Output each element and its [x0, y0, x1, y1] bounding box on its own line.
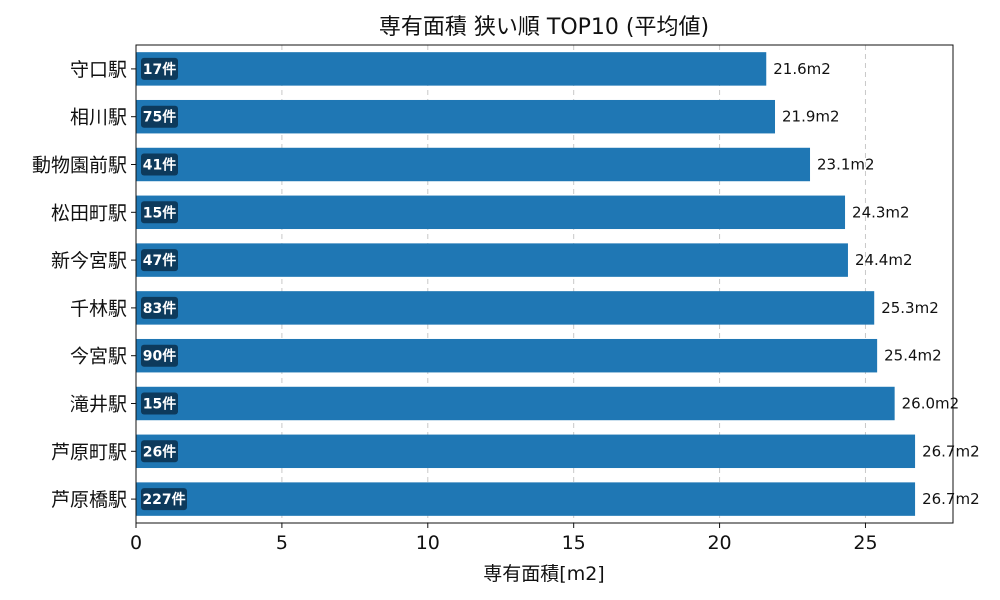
count-label: 75件	[143, 109, 176, 126]
count-label: 227件	[142, 491, 185, 508]
value-label: 25.4m2	[884, 347, 942, 365]
value-label: 24.4m2	[855, 251, 913, 269]
y-tick-label: 芦原町駅	[51, 441, 127, 463]
x-axis-label: 専有面積[m2]	[483, 563, 604, 585]
x-axis-ticks: 0 5 10 15 20 25	[130, 523, 878, 554]
x-tick-label: 10	[416, 532, 440, 554]
value-label: 26.7m2	[922, 442, 980, 460]
bar	[136, 195, 846, 230]
y-tick-label: 動物園前駅	[32, 155, 127, 177]
value-label: 24.3m2	[852, 203, 910, 221]
y-tick-label: 千林駅	[70, 298, 127, 320]
count-label: 83件	[143, 300, 176, 317]
count-label: 15件	[143, 396, 176, 413]
bars: 17件 21.6m2 75件 21.9m2 41件 23.1m2 15件 24.3m2 47件 2…	[136, 52, 980, 516]
count-badge	[141, 249, 178, 272]
count-badge	[141, 488, 187, 511]
count-label: 47件	[143, 252, 176, 269]
bar	[136, 147, 811, 182]
y-tick-label: 松田町駅	[51, 202, 127, 224]
count-label: 17件	[143, 61, 176, 78]
count-badge	[141, 296, 178, 319]
count-label: 41件	[143, 157, 176, 174]
plot-frame	[135, 44, 954, 524]
value-label: 21.9m2	[782, 108, 840, 126]
bar	[136, 338, 878, 373]
bar	[136, 243, 848, 277]
y-tick-label: 守口駅	[70, 59, 127, 81]
count-badge	[141, 105, 178, 128]
count-label: 90件	[143, 348, 176, 365]
count-badge	[141, 440, 178, 463]
count-label: 26件	[143, 443, 176, 460]
count-label: 15件	[143, 204, 176, 221]
value-label: 21.6m2	[773, 60, 831, 78]
count-badge	[141, 201, 178, 224]
x-tick-label: 0	[130, 532, 142, 554]
count-badge	[141, 344, 178, 367]
chart-title: 専有面積 狭い順 TOP10 (平均値)	[379, 15, 709, 40]
x-tick-label: 20	[707, 532, 731, 554]
count-badge	[141, 153, 178, 176]
x-tick-label: 25	[853, 532, 877, 554]
bar	[136, 434, 916, 469]
bar	[136, 386, 895, 421]
x-tick-label: 5	[276, 532, 288, 554]
value-label: 26.0m2	[902, 395, 960, 413]
value-label: 25.3m2	[881, 299, 939, 317]
y-tick-label: 滝井駅	[70, 394, 127, 416]
y-tick-label: 新今宮駅	[51, 250, 127, 272]
count-badge	[141, 57, 178, 80]
count-badge	[141, 392, 178, 415]
value-label: 23.1m2	[817, 156, 875, 174]
x-tick-label: 15	[562, 532, 586, 554]
bar	[136, 482, 916, 516]
y-tick-label: 芦原橋駅	[51, 489, 127, 511]
bar	[136, 291, 875, 325]
bar	[136, 52, 767, 86]
bar	[136, 99, 776, 134]
value-label: 26.7m2	[922, 490, 980, 508]
y-tick-label: 今宮駅	[70, 346, 127, 368]
y-tick-label: 相川駅	[70, 107, 127, 129]
